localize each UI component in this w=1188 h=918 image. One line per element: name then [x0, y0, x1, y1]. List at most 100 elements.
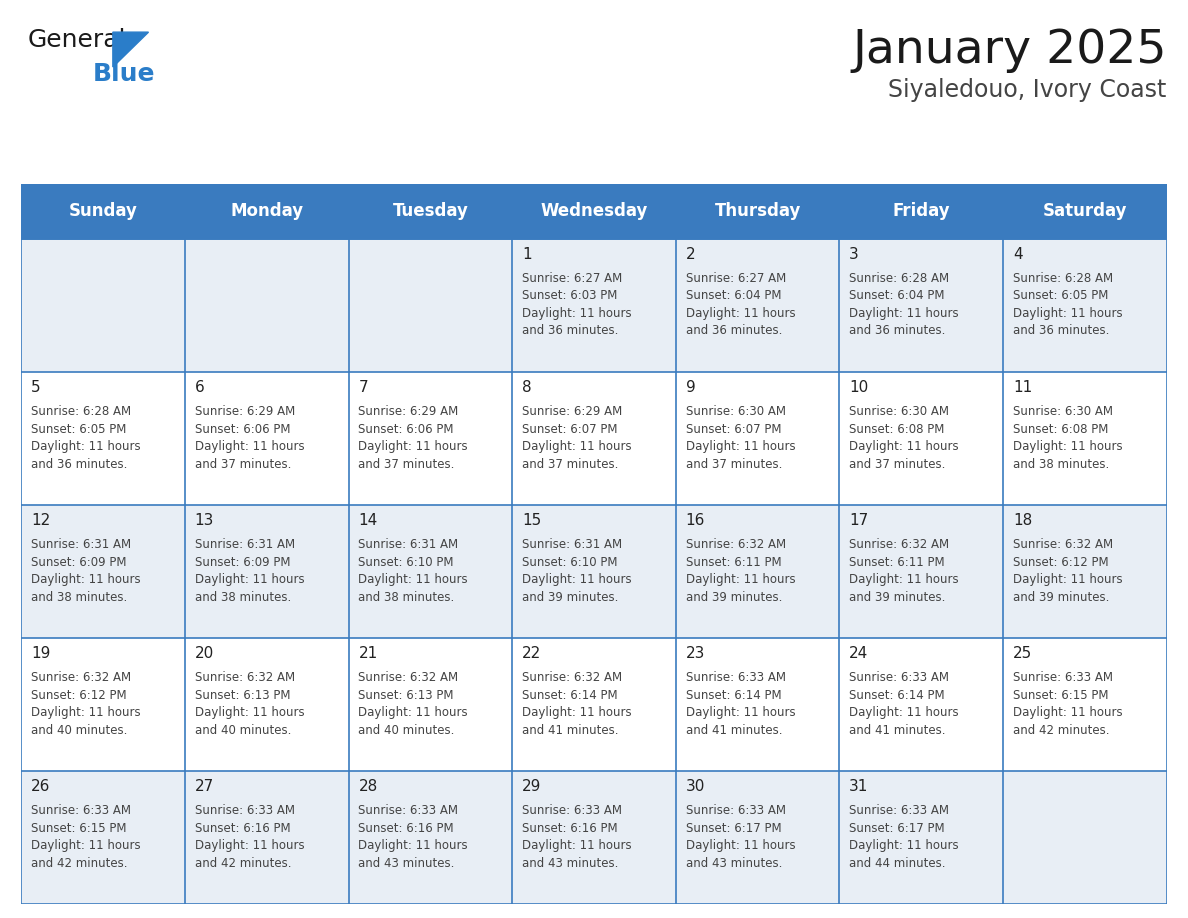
Text: Friday: Friday — [892, 202, 950, 220]
Text: Sunrise: 6:30 AM
Sunset: 6:07 PM
Daylight: 11 hours
and 37 minutes.: Sunrise: 6:30 AM Sunset: 6:07 PM Dayligh… — [685, 405, 795, 471]
Text: Sunrise: 6:33 AM
Sunset: 6:16 PM
Daylight: 11 hours
and 43 minutes.: Sunrise: 6:33 AM Sunset: 6:16 PM Dayligh… — [359, 804, 468, 870]
Bar — [21, 372, 185, 505]
Bar — [676, 505, 840, 638]
Text: Sunrise: 6:31 AM
Sunset: 6:09 PM
Daylight: 11 hours
and 38 minutes.: Sunrise: 6:31 AM Sunset: 6:09 PM Dayligh… — [195, 538, 304, 604]
Text: Sunrise: 6:33 AM
Sunset: 6:14 PM
Daylight: 11 hours
and 41 minutes.: Sunrise: 6:33 AM Sunset: 6:14 PM Dayligh… — [685, 671, 795, 737]
Text: 3: 3 — [849, 247, 859, 262]
Text: Sunrise: 6:28 AM
Sunset: 6:05 PM
Daylight: 11 hours
and 36 minutes.: Sunrise: 6:28 AM Sunset: 6:05 PM Dayligh… — [31, 405, 141, 471]
Text: 25: 25 — [1013, 646, 1032, 661]
Text: 9: 9 — [685, 380, 695, 395]
Text: Sunday: Sunday — [69, 202, 138, 220]
Text: 31: 31 — [849, 779, 868, 794]
Text: Sunrise: 6:30 AM
Sunset: 6:08 PM
Daylight: 11 hours
and 38 minutes.: Sunrise: 6:30 AM Sunset: 6:08 PM Dayligh… — [1013, 405, 1123, 471]
Bar — [512, 771, 676, 904]
Bar — [676, 184, 840, 239]
Text: Sunrise: 6:33 AM
Sunset: 6:17 PM
Daylight: 11 hours
and 43 minutes.: Sunrise: 6:33 AM Sunset: 6:17 PM Dayligh… — [685, 804, 795, 870]
Bar — [840, 372, 1003, 505]
Text: 7: 7 — [359, 380, 368, 395]
Text: Sunrise: 6:33 AM
Sunset: 6:14 PM
Daylight: 11 hours
and 41 minutes.: Sunrise: 6:33 AM Sunset: 6:14 PM Dayligh… — [849, 671, 959, 737]
Text: Sunrise: 6:33 AM
Sunset: 6:16 PM
Daylight: 11 hours
and 43 minutes.: Sunrise: 6:33 AM Sunset: 6:16 PM Dayligh… — [522, 804, 632, 870]
Text: Saturday: Saturday — [1043, 202, 1127, 220]
Text: 8: 8 — [522, 380, 532, 395]
Bar — [185, 239, 348, 372]
Bar — [676, 771, 840, 904]
Bar — [512, 184, 676, 239]
Text: Sunrise: 6:27 AM
Sunset: 6:03 PM
Daylight: 11 hours
and 36 minutes.: Sunrise: 6:27 AM Sunset: 6:03 PM Dayligh… — [522, 272, 632, 338]
Text: Sunrise: 6:32 AM
Sunset: 6:12 PM
Daylight: 11 hours
and 40 minutes.: Sunrise: 6:32 AM Sunset: 6:12 PM Dayligh… — [31, 671, 141, 737]
Text: 28: 28 — [359, 779, 378, 794]
Bar — [21, 771, 185, 904]
Text: Wednesday: Wednesday — [541, 202, 647, 220]
Text: 18: 18 — [1013, 513, 1032, 528]
Text: 22: 22 — [522, 646, 542, 661]
Bar — [512, 372, 676, 505]
Text: Thursday: Thursday — [714, 202, 801, 220]
Bar — [840, 771, 1003, 904]
Text: 2: 2 — [685, 247, 695, 262]
Text: Sunrise: 6:33 AM
Sunset: 6:17 PM
Daylight: 11 hours
and 44 minutes.: Sunrise: 6:33 AM Sunset: 6:17 PM Dayligh… — [849, 804, 959, 870]
Bar — [1003, 505, 1167, 638]
Bar — [348, 505, 512, 638]
Text: Sunrise: 6:33 AM
Sunset: 6:15 PM
Daylight: 11 hours
and 42 minutes.: Sunrise: 6:33 AM Sunset: 6:15 PM Dayligh… — [31, 804, 141, 870]
Bar — [676, 372, 840, 505]
Bar — [676, 638, 840, 771]
Bar — [21, 638, 185, 771]
Text: 30: 30 — [685, 779, 704, 794]
Text: Sunrise: 6:32 AM
Sunset: 6:11 PM
Daylight: 11 hours
and 39 minutes.: Sunrise: 6:32 AM Sunset: 6:11 PM Dayligh… — [849, 538, 959, 604]
Text: Sunrise: 6:31 AM
Sunset: 6:09 PM
Daylight: 11 hours
and 38 minutes.: Sunrise: 6:31 AM Sunset: 6:09 PM Dayligh… — [31, 538, 141, 604]
Text: January 2025: January 2025 — [852, 28, 1167, 73]
Text: 12: 12 — [31, 513, 50, 528]
Bar — [840, 638, 1003, 771]
Text: Sunrise: 6:28 AM
Sunset: 6:04 PM
Daylight: 11 hours
and 36 minutes.: Sunrise: 6:28 AM Sunset: 6:04 PM Dayligh… — [849, 272, 959, 338]
Text: 26: 26 — [31, 779, 51, 794]
Text: 17: 17 — [849, 513, 868, 528]
Text: Sunrise: 6:32 AM
Sunset: 6:13 PM
Daylight: 11 hours
and 40 minutes.: Sunrise: 6:32 AM Sunset: 6:13 PM Dayligh… — [195, 671, 304, 737]
Bar — [840, 505, 1003, 638]
Bar — [348, 372, 512, 505]
Text: Sunrise: 6:32 AM
Sunset: 6:13 PM
Daylight: 11 hours
and 40 minutes.: Sunrise: 6:32 AM Sunset: 6:13 PM Dayligh… — [359, 671, 468, 737]
Bar — [1003, 184, 1167, 239]
Text: 10: 10 — [849, 380, 868, 395]
Text: 6: 6 — [195, 380, 204, 395]
Text: Monday: Monday — [230, 202, 303, 220]
Text: Sunrise: 6:31 AM
Sunset: 6:10 PM
Daylight: 11 hours
and 39 minutes.: Sunrise: 6:31 AM Sunset: 6:10 PM Dayligh… — [522, 538, 632, 604]
Bar — [1003, 239, 1167, 372]
Text: Blue: Blue — [93, 62, 156, 86]
Text: 21: 21 — [359, 646, 378, 661]
Bar — [1003, 638, 1167, 771]
Bar — [512, 505, 676, 638]
Text: 23: 23 — [685, 646, 704, 661]
Bar — [185, 505, 348, 638]
Text: Sunrise: 6:33 AM
Sunset: 6:15 PM
Daylight: 11 hours
and 42 minutes.: Sunrise: 6:33 AM Sunset: 6:15 PM Dayligh… — [1013, 671, 1123, 737]
Text: 1: 1 — [522, 247, 532, 262]
Bar — [840, 184, 1003, 239]
Bar — [1003, 771, 1167, 904]
Text: Sunrise: 6:29 AM
Sunset: 6:06 PM
Daylight: 11 hours
and 37 minutes.: Sunrise: 6:29 AM Sunset: 6:06 PM Dayligh… — [359, 405, 468, 471]
Text: 5: 5 — [31, 380, 40, 395]
Text: Tuesday: Tuesday — [392, 202, 468, 220]
Text: Sunrise: 6:29 AM
Sunset: 6:07 PM
Daylight: 11 hours
and 37 minutes.: Sunrise: 6:29 AM Sunset: 6:07 PM Dayligh… — [522, 405, 632, 471]
Bar — [1003, 372, 1167, 505]
Bar — [185, 771, 348, 904]
Bar — [348, 638, 512, 771]
Bar — [348, 771, 512, 904]
Bar — [21, 184, 185, 239]
Text: Sunrise: 6:30 AM
Sunset: 6:08 PM
Daylight: 11 hours
and 37 minutes.: Sunrise: 6:30 AM Sunset: 6:08 PM Dayligh… — [849, 405, 959, 471]
Text: 20: 20 — [195, 646, 214, 661]
Text: Sunrise: 6:32 AM
Sunset: 6:12 PM
Daylight: 11 hours
and 39 minutes.: Sunrise: 6:32 AM Sunset: 6:12 PM Dayligh… — [1013, 538, 1123, 604]
Text: Sunrise: 6:27 AM
Sunset: 6:04 PM
Daylight: 11 hours
and 36 minutes.: Sunrise: 6:27 AM Sunset: 6:04 PM Dayligh… — [685, 272, 795, 338]
Bar — [512, 638, 676, 771]
Text: 29: 29 — [522, 779, 542, 794]
Text: Sunrise: 6:29 AM
Sunset: 6:06 PM
Daylight: 11 hours
and 37 minutes.: Sunrise: 6:29 AM Sunset: 6:06 PM Dayligh… — [195, 405, 304, 471]
Bar — [512, 239, 676, 372]
Text: 13: 13 — [195, 513, 214, 528]
Text: 19: 19 — [31, 646, 51, 661]
Text: General: General — [27, 28, 126, 51]
Text: Sunrise: 6:31 AM
Sunset: 6:10 PM
Daylight: 11 hours
and 38 minutes.: Sunrise: 6:31 AM Sunset: 6:10 PM Dayligh… — [359, 538, 468, 604]
Text: Sunrise: 6:28 AM
Sunset: 6:05 PM
Daylight: 11 hours
and 36 minutes.: Sunrise: 6:28 AM Sunset: 6:05 PM Dayligh… — [1013, 272, 1123, 338]
Bar — [840, 239, 1003, 372]
Text: 16: 16 — [685, 513, 704, 528]
Bar — [21, 505, 185, 638]
Bar — [185, 372, 348, 505]
Text: Siyaledouo, Ivory Coast: Siyaledouo, Ivory Coast — [889, 78, 1167, 102]
